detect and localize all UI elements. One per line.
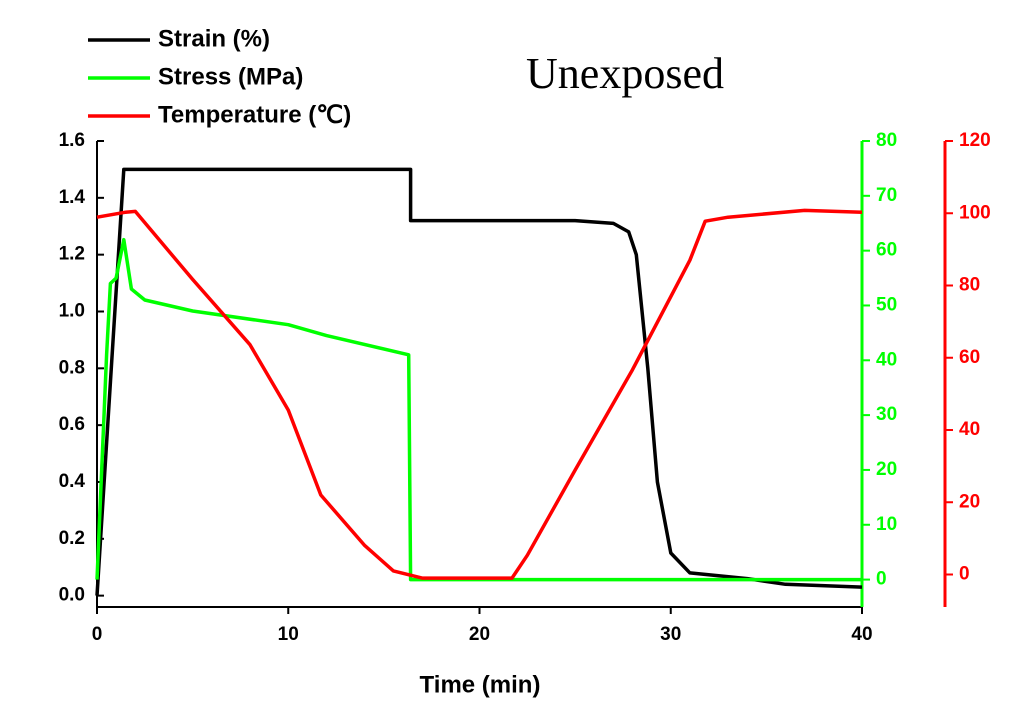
x-tick-label: 40 [851,624,872,645]
y3-tick-label: 40 [959,419,980,440]
y3-tick-label: 80 [959,275,980,296]
x-axis-label: Time (min) [420,671,541,698]
y2-tick-label: 40 [876,349,897,370]
y-tick-label: 1.4 [59,187,86,208]
series-line [95,237,862,582]
legend-label: Temperature (℃) [158,101,351,128]
legend-label: Strain (%) [158,25,270,52]
y2-tick-label: 50 [876,294,897,315]
y2-tick-label: 60 [876,240,897,261]
y2-tick-label: 70 [876,185,897,206]
y-tick-label: 1.2 [59,244,85,265]
y3-tick-label: 60 [959,347,980,368]
y2-tick-label: 80 [876,130,897,151]
y2-tick-label: 10 [876,514,897,535]
y2-tick-label: 30 [876,404,897,425]
y2-tick-label: 0 [876,569,887,590]
y-tick-label: 0.4 [59,471,86,492]
x-tick-label: 0 [92,624,103,645]
y3-tick-label: 20 [959,491,980,512]
y-tick-label: 0.6 [59,414,85,435]
y-tick-label: 1.0 [59,301,85,322]
y3-tick-label: 0 [959,564,970,585]
y3-tick-label: 120 [959,130,991,151]
x-tick-label: 20 [469,624,490,645]
y-tick-label: 1.6 [59,130,85,151]
y-tick-label: 0.2 [59,528,85,549]
y-tick-label: 0.8 [59,357,85,378]
y-tick-label: 0.0 [59,585,85,606]
y2-tick-label: 20 [876,459,897,480]
legend-label: Stress (MPa) [158,63,303,90]
chart-title: Unexposed [526,49,724,98]
y3-tick-label: 100 [959,202,991,223]
x-tick-label: 30 [660,624,681,645]
x-tick-label: 10 [278,624,299,645]
series-line [95,167,863,596]
series-line [96,208,863,580]
